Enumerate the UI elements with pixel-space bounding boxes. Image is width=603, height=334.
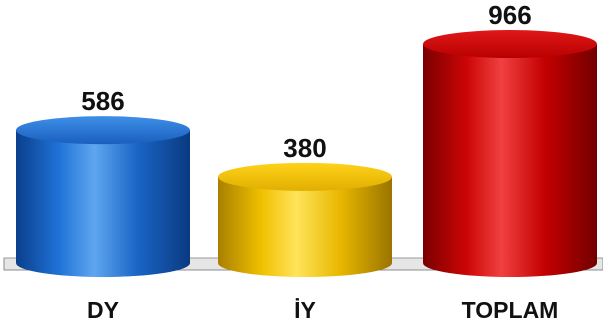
value-labels-group: 586 380 966 bbox=[81, 0, 531, 163]
bars-group bbox=[16, 30, 597, 277]
bar-body bbox=[218, 176, 392, 277]
value-label: 966 bbox=[488, 0, 531, 30]
bar-top bbox=[218, 162, 392, 191]
bar-dy bbox=[16, 116, 190, 277]
bar-body bbox=[16, 130, 190, 277]
bar-iyiy bbox=[218, 162, 392, 277]
bar-top bbox=[423, 30, 597, 58]
value-label: 586 bbox=[81, 86, 124, 116]
category-label: İY bbox=[294, 297, 316, 323]
bar-top bbox=[16, 116, 190, 145]
value-label: 380 bbox=[283, 133, 326, 163]
category-label: TOPLAM bbox=[462, 297, 559, 323]
category-label: DY bbox=[87, 297, 119, 323]
bar-toplam bbox=[423, 30, 597, 277]
bar-body bbox=[423, 44, 597, 277]
category-labels-group: DY İY TOPLAM bbox=[87, 297, 558, 323]
